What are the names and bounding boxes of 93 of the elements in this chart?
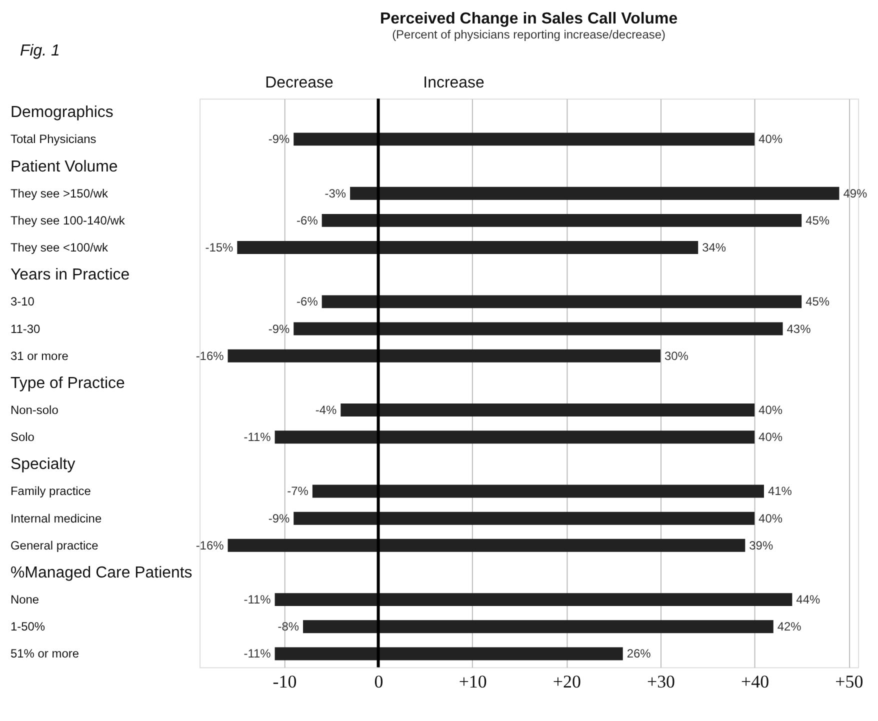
bar xyxy=(378,593,792,606)
y-tick-label: Internal medicine xyxy=(10,511,102,526)
data-label: 40% xyxy=(758,132,783,146)
bar xyxy=(378,512,755,525)
data-label: 40% xyxy=(758,402,783,417)
y-tick-label: Total Physicians xyxy=(10,132,96,146)
data-label: -15% xyxy=(205,240,234,255)
data-label: -9% xyxy=(268,322,290,336)
data-label: -11% xyxy=(244,592,272,607)
bar xyxy=(294,132,378,146)
bar xyxy=(378,538,746,552)
data-label: 42% xyxy=(777,620,802,634)
y-tick-label: 11-30 xyxy=(10,322,41,336)
y-tick-label: They see 100-140/wk xyxy=(10,213,125,228)
data-label: 45% xyxy=(806,294,830,309)
data-label: 41% xyxy=(768,484,792,498)
data-label: -16% xyxy=(196,538,224,552)
text: Decrease xyxy=(265,74,334,92)
bar xyxy=(322,214,378,227)
data-label: 26% xyxy=(626,646,652,661)
data-label: 45% xyxy=(806,213,830,228)
bar xyxy=(228,538,378,552)
bar xyxy=(378,404,755,416)
data-label: -4% xyxy=(315,402,338,417)
data-label: 40% xyxy=(758,430,783,444)
bar xyxy=(378,430,755,444)
y-tick-label: 1-50% xyxy=(10,620,46,634)
chart-subtitle: (Percent of physicians reporting increase/decrease) xyxy=(392,28,666,42)
data-label: -8% xyxy=(278,620,300,634)
x-tick-label: +30 xyxy=(646,672,676,692)
bar xyxy=(322,295,378,308)
bar xyxy=(378,241,698,254)
bar xyxy=(378,349,660,362)
y-tick-label: 51% or more xyxy=(10,646,80,661)
y-tick-label: %Managed Care Patients xyxy=(10,564,192,582)
y-tick-label: They see >150/wk xyxy=(10,186,108,200)
y-tick-label: 31 or more xyxy=(10,348,69,363)
y-tick-label: General practice xyxy=(10,538,99,552)
text: Increase xyxy=(423,74,484,92)
bar xyxy=(378,647,623,660)
y-tick-label: Type of Practice xyxy=(10,374,125,392)
bar xyxy=(378,484,764,498)
bar xyxy=(303,620,378,634)
data-label: -16% xyxy=(196,348,224,363)
bar xyxy=(378,214,802,227)
bar xyxy=(378,295,802,308)
data-label: 40% xyxy=(758,511,783,526)
y-tick-label: Family practice xyxy=(10,484,92,498)
data-label: -9% xyxy=(268,132,290,146)
x-tick-label: +20 xyxy=(552,672,581,692)
bar xyxy=(312,484,378,498)
bar xyxy=(378,620,774,634)
data-label: 44% xyxy=(796,592,820,607)
data-label: 34% xyxy=(702,240,726,255)
bar xyxy=(237,241,378,254)
chart-title: Perceived Change in Sales Call Volume xyxy=(380,10,678,28)
data-label: 39% xyxy=(749,538,774,552)
y-tick-label: Solo xyxy=(10,430,35,444)
bar xyxy=(228,349,378,362)
data-label: -6% xyxy=(296,213,318,228)
bar xyxy=(378,132,755,146)
data-label: -11% xyxy=(244,646,272,661)
bar xyxy=(378,186,840,200)
x-tick-label: +10 xyxy=(458,672,487,692)
data-label: 30% xyxy=(664,348,689,363)
bar xyxy=(274,647,378,660)
data-label: -11% xyxy=(244,430,272,444)
bar xyxy=(274,593,378,606)
bar xyxy=(340,404,378,416)
data-label: 49% xyxy=(843,186,868,200)
bar xyxy=(350,186,378,200)
y-tick-label: Demographics xyxy=(10,104,114,122)
data-label: -6% xyxy=(296,294,318,309)
bar xyxy=(294,512,378,525)
bar xyxy=(378,322,783,336)
y-tick-label: 3-10 xyxy=(10,294,35,309)
y-tick-label: None xyxy=(10,592,40,607)
y-tick-label: Non-solo xyxy=(10,402,59,417)
x-tick-label: +40 xyxy=(741,672,770,692)
x-tick-label: -10 xyxy=(272,672,297,692)
bar xyxy=(274,430,378,444)
x-tick-label: 0 xyxy=(374,672,384,692)
caption: Fig. 1 xyxy=(20,42,60,60)
y-tick-label: Years in Practice xyxy=(10,266,130,284)
data-label: 43% xyxy=(786,322,812,336)
x-tick-label: +50 xyxy=(835,672,864,692)
y-tick-label: Specialty xyxy=(10,456,76,474)
y-tick-label: Patient Volume xyxy=(10,158,118,176)
bar xyxy=(294,322,378,336)
data-label: -3% xyxy=(324,186,346,200)
data-label: -7% xyxy=(287,484,309,498)
y-tick-label: They see <100/wk xyxy=(10,240,108,255)
data-label: -9% xyxy=(268,511,290,526)
